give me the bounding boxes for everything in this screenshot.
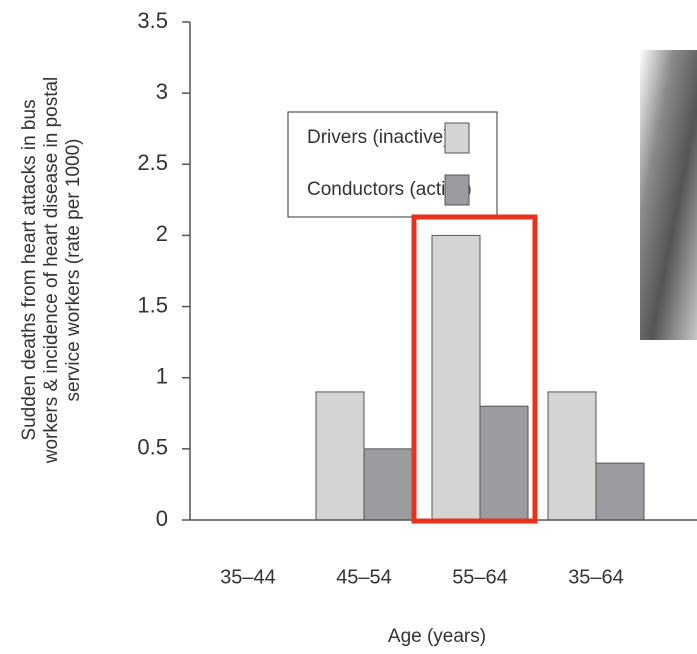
y-tick-label: 0.5: [137, 435, 168, 460]
x-axis-label: Age (years): [388, 626, 486, 647]
legend-label: Drivers (inactive): [307, 127, 450, 148]
y-tick-label: 0: [156, 506, 168, 531]
bar: [432, 235, 480, 520]
chart: Sudden deaths from heart attacks in busw…: [0, 0, 697, 654]
y-tick-label: 2: [156, 221, 168, 246]
y-tick-label: 3.5: [137, 8, 168, 33]
x-tick-label: 35–64: [568, 566, 624, 588]
legend-swatch: [445, 123, 469, 153]
legend-swatch: [445, 175, 469, 205]
y-axis-label-line: service workers (rate per 1000): [63, 139, 84, 402]
photo: [640, 50, 697, 340]
y-axis-label-line: workers & incidence of heart disease in …: [41, 77, 62, 465]
y-tick-label: 1: [156, 364, 168, 389]
bar: [316, 392, 364, 520]
bar: [548, 392, 596, 520]
y-tick-label: 1.5: [137, 292, 168, 317]
y-axis-label-line: Sudden deaths from heart attacks in bus: [19, 99, 40, 440]
y-tick-label: 3: [156, 79, 168, 104]
x-tick-label: 35–44: [220, 566, 276, 588]
bar: [364, 449, 412, 520]
bar: [480, 406, 528, 520]
x-tick-label: 45–54: [336, 566, 392, 588]
y-tick-label: 2.5: [137, 150, 168, 175]
bar: [596, 463, 644, 520]
x-tick-label: 55–64: [452, 566, 508, 588]
